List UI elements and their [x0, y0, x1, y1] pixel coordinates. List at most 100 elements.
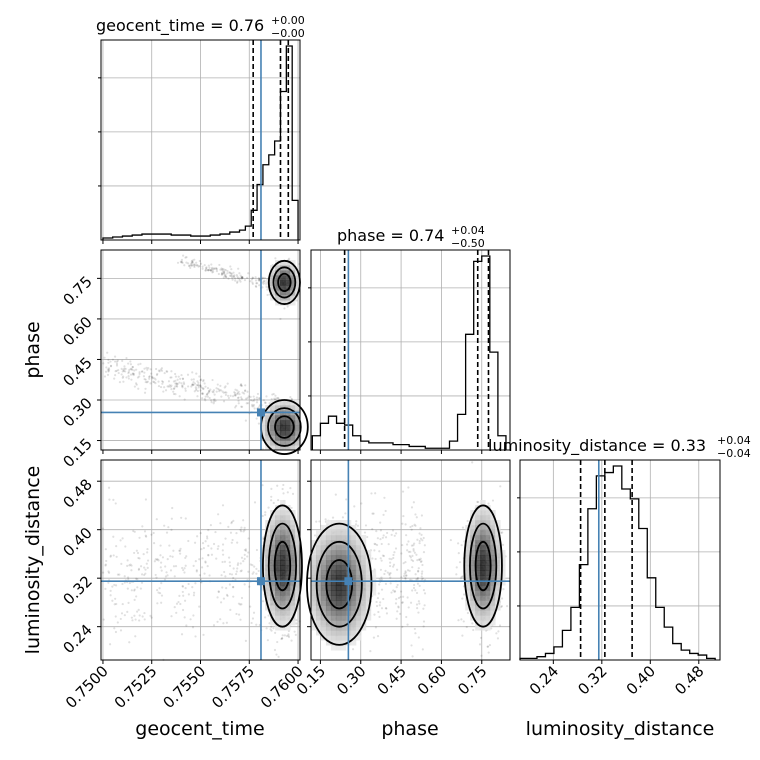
density-cell: [285, 440, 291, 446]
scatter-point: [287, 635, 291, 639]
scatter-point: [261, 484, 264, 487]
scatter-point: [114, 584, 118, 587]
scatter-point: [226, 594, 229, 597]
density-cell: [485, 615, 491, 621]
scatter-point: [174, 392, 177, 396]
scatter-point: [221, 553, 225, 556]
density-cell: [355, 600, 362, 606]
density-cell: [285, 270, 291, 276]
density-cell: [465, 545, 471, 551]
scatter-point: [178, 381, 181, 384]
density-cell: [275, 400, 281, 406]
title-geocent-time: geocent_time = 0.76: [96, 16, 264, 36]
density-cell: [320, 620, 327, 626]
scatter-point: [184, 256, 187, 259]
density-cell: [290, 620, 296, 626]
scatter-point: [214, 530, 217, 534]
scatter-point: [204, 540, 207, 543]
scatter-point: [211, 390, 214, 393]
scatter-point: [224, 393, 228, 397]
density-cell: [490, 545, 496, 551]
scatter-point: [208, 396, 211, 400]
density-cell: [495, 580, 501, 586]
scatter-point: [194, 386, 197, 389]
scatter-point: [476, 500, 479, 503]
density-cell: [355, 530, 362, 536]
density-cell: [470, 525, 476, 531]
density-cell: [285, 575, 291, 581]
truth-marker: [256, 577, 265, 586]
scatter-point: [241, 276, 244, 280]
scatter-point: [193, 264, 196, 267]
density-cell: [311, 625, 317, 631]
density-cell: [285, 620, 291, 626]
scatter-point: [236, 275, 239, 278]
density-cell: [480, 570, 486, 576]
scatter-point: [172, 380, 176, 383]
scatter-point: [395, 532, 398, 535]
scatter-point: [274, 394, 277, 397]
scatter-point: [116, 573, 120, 576]
scatter-point: [172, 565, 176, 568]
density-cell: [480, 500, 486, 506]
scatter-point: [120, 612, 124, 615]
density-cell: [290, 280, 296, 286]
scatter-point: [221, 586, 224, 589]
scatter-point: [146, 551, 149, 554]
scatter-point: [135, 595, 138, 598]
scatter-point: [244, 549, 248, 552]
scatter-point: [133, 369, 136, 372]
scatter-point: [273, 648, 277, 652]
scatter-point: [196, 389, 199, 393]
scatter-point: [137, 387, 140, 390]
density-cell: [335, 525, 342, 531]
scatter-point: [160, 594, 164, 597]
density-cell: [495, 520, 501, 526]
scatter-point: [157, 559, 160, 562]
scatter-point: [212, 389, 216, 392]
scatter-point: [234, 393, 237, 397]
scatter-point: [390, 558, 393, 561]
scatter-point: [395, 568, 399, 571]
scatter-point: [129, 373, 133, 376]
scatter-point: [388, 573, 391, 577]
scatter-point: [262, 280, 266, 283]
density-cell: [320, 625, 327, 631]
scatter-point: [107, 369, 110, 372]
scatter-point: [183, 567, 186, 570]
density-cell: [360, 585, 367, 591]
scatter-point: [172, 549, 175, 552]
scatter-point: [267, 614, 270, 617]
scatter-point: [217, 513, 220, 516]
density-cell: [360, 600, 367, 606]
density-cell: [295, 430, 301, 436]
scatter-point: [157, 384, 161, 388]
scatter-point: [207, 544, 210, 547]
scatter-point: [205, 393, 209, 396]
density-cell: [480, 595, 486, 601]
scatter-point: [130, 368, 133, 371]
scatter-point: [413, 542, 416, 545]
density-cell: [275, 440, 281, 446]
density-cell: [275, 290, 281, 296]
density-cell: [330, 595, 337, 601]
scatter-point: [376, 596, 380, 600]
x-tick-label: 0.45: [374, 662, 410, 698]
x-tick-label: 0.7550: [159, 662, 209, 712]
scatter-point: [196, 535, 199, 538]
scatter-point: [182, 594, 185, 597]
scatter-point: [116, 359, 120, 362]
density-cell: [275, 275, 281, 281]
ylabel-phase: phase: [22, 321, 44, 378]
scatter-point: [175, 385, 179, 388]
scatter-point: [243, 526, 246, 529]
density-cell: [325, 610, 332, 616]
scatter-point: [274, 631, 277, 635]
scatter-point: [231, 395, 235, 398]
scatter-point: [253, 565, 256, 568]
scatter-point: [191, 260, 194, 264]
density-cell: [295, 440, 301, 446]
density-cell: [275, 295, 281, 301]
scatter-point: [225, 587, 228, 590]
scatter-point: [169, 376, 172, 379]
